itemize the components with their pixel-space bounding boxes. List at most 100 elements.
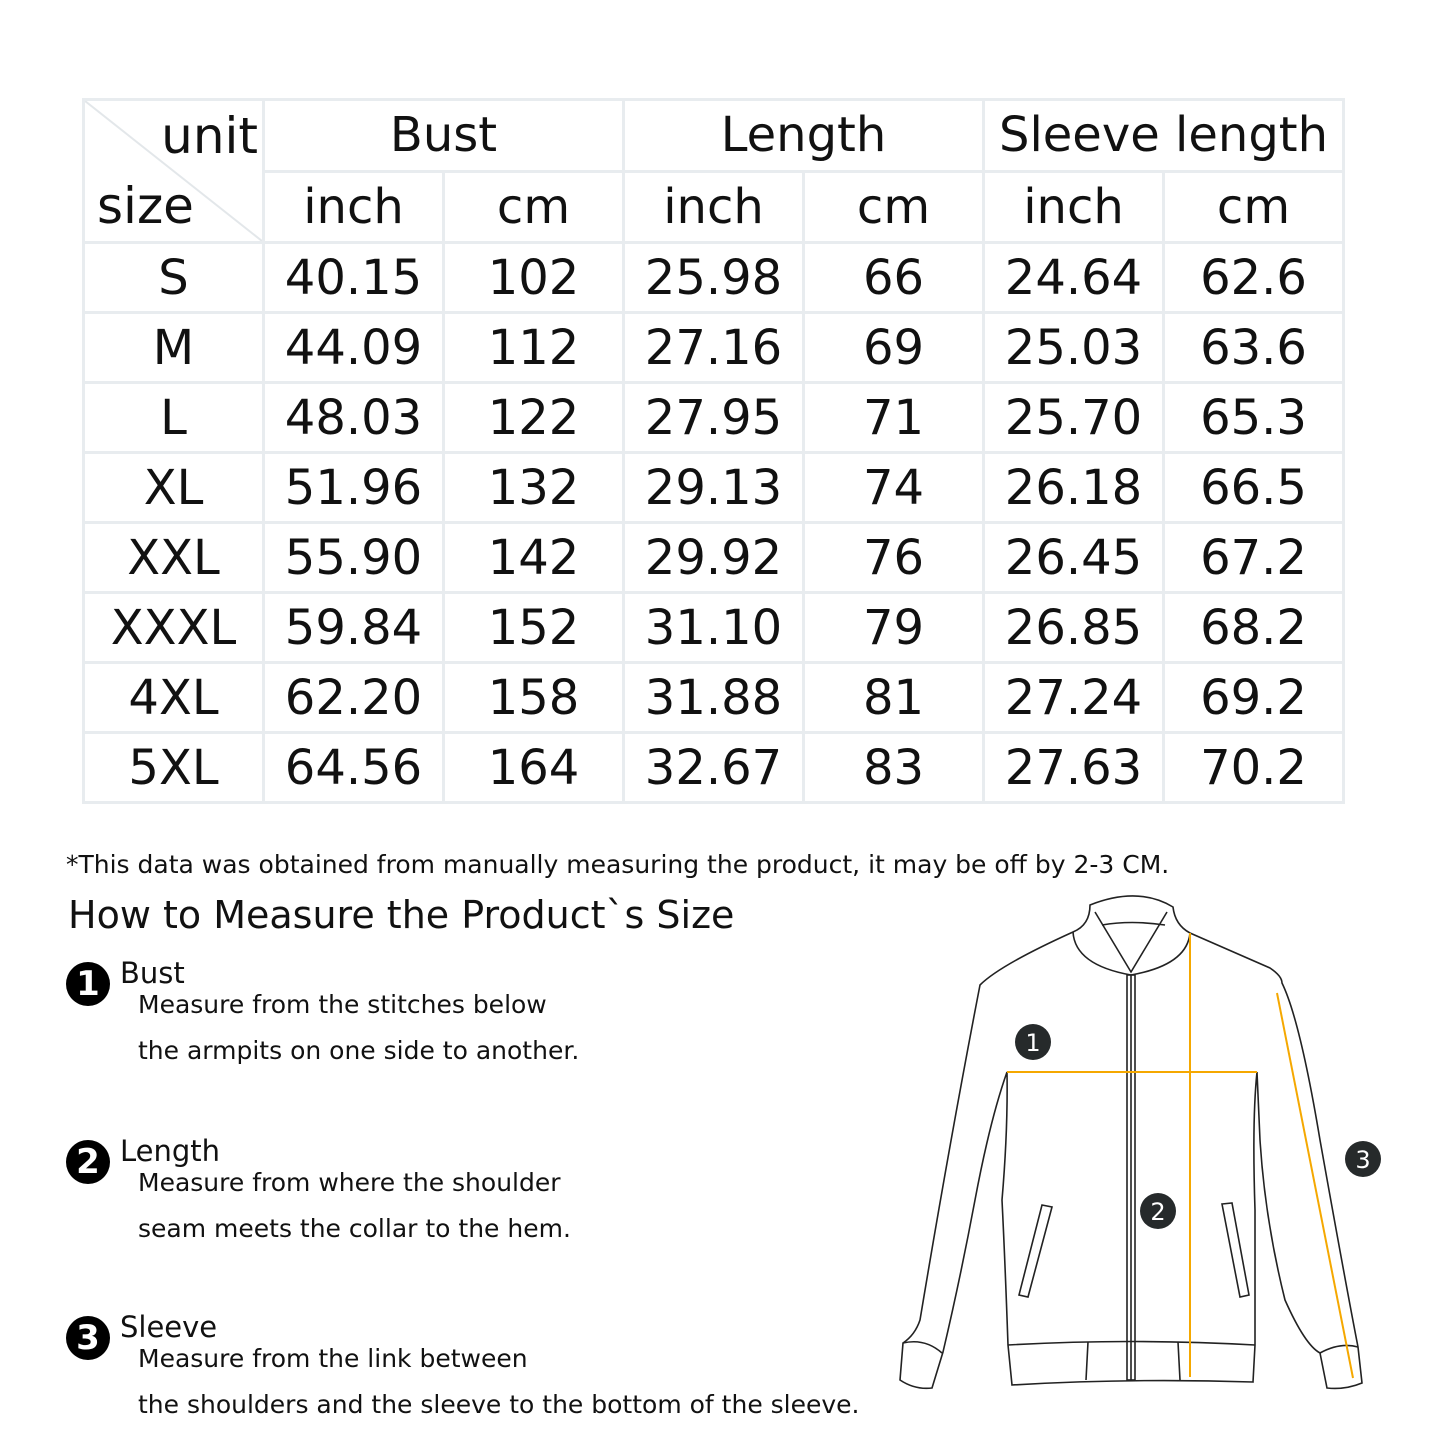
value-cell: 29.92 (622, 521, 805, 594)
value-cell: 76 (802, 521, 985, 594)
svg-text:3: 3 (1355, 1146, 1370, 1174)
size-cell: L (82, 381, 265, 454)
value-cell: 67.2 (1162, 521, 1345, 594)
step-description: Measure from where the shoulder seam meet… (138, 1160, 571, 1252)
table-row: XXXL 59.84 152 31.10 79 26.85 68.2 (82, 591, 1345, 664)
value-cell: 51.96 (262, 451, 445, 524)
value-cell: 25.03 (982, 311, 1165, 384)
value-cell: 68.2 (1162, 591, 1345, 664)
svg-text:1: 1 (1025, 1029, 1040, 1057)
value-cell: 31.88 (622, 661, 805, 734)
value-cell: 48.03 (262, 381, 445, 454)
value-cell: 62.6 (1162, 241, 1345, 314)
step-number-icon: 1 (66, 962, 110, 1006)
value-cell: 65.3 (1162, 381, 1345, 454)
size-cell: M (82, 311, 265, 384)
step-description: Measure from the stitches below the armpi… (138, 982, 579, 1074)
table-row: S 40.15 102 25.98 66 24.64 62.6 (82, 241, 1345, 314)
unit-header: inch (262, 169, 445, 244)
value-cell: 69.2 (1162, 661, 1345, 734)
step-heading: Length (120, 1134, 221, 1168)
size-cell: XXXL (82, 591, 265, 664)
description-line: Measure from where the shoulder (138, 1168, 561, 1197)
value-cell: 44.09 (262, 311, 445, 384)
value-cell: 62.20 (262, 661, 445, 734)
value-cell: 112 (442, 311, 625, 384)
value-cell: 25.70 (982, 381, 1165, 454)
table-row: XL 51.96 132 29.13 74 26.18 66.5 (82, 451, 1345, 524)
table-row: 4XL 62.20 158 31.88 81 27.24 69.2 (82, 661, 1345, 734)
value-cell: 26.18 (982, 451, 1165, 524)
value-cell: 71 (802, 381, 985, 454)
value-cell: 66 (802, 241, 985, 314)
size-label: size (97, 177, 194, 235)
badge-1: 1 (1015, 1024, 1051, 1060)
description-line: Measure from the link between (138, 1344, 528, 1373)
value-cell: 79 (802, 591, 985, 664)
measure-lines (1007, 933, 1354, 1379)
value-cell: 55.90 (262, 521, 445, 594)
value-cell: 27.95 (622, 381, 805, 454)
value-cell: 27.63 (982, 731, 1165, 804)
table-row: L 48.03 122 27.95 71 25.70 65.3 (82, 381, 1345, 454)
group-header: Bust (262, 98, 625, 173)
value-cell: 63.6 (1162, 311, 1345, 384)
value-cell: 40.15 (262, 241, 445, 314)
group-header: Length (622, 98, 985, 173)
value-cell: 164 (442, 731, 625, 804)
unit-header: cm (1162, 169, 1345, 244)
value-cell: 29.13 (622, 451, 805, 524)
size-cell: S (82, 241, 265, 314)
value-cell: 132 (442, 451, 625, 524)
svg-text:2: 2 (1150, 1198, 1165, 1226)
unit-header: inch (982, 169, 1165, 244)
step-heading: Sleeve (120, 1310, 218, 1344)
step-number-icon: 2 (66, 1140, 110, 1184)
size-cell: 5XL (82, 731, 265, 804)
unit-header: cm (802, 169, 985, 244)
table-row: M 44.09 112 27.16 69 25.03 63.6 (82, 311, 1345, 384)
step-description: Measure from the link between the shoulde… (138, 1336, 860, 1428)
badge-3: 3 (1345, 1141, 1381, 1177)
step-number-icon: 3 (66, 1316, 110, 1360)
value-cell: 59.84 (262, 591, 445, 664)
measurement-note: *This data was obtained from manually me… (66, 850, 1170, 879)
value-cell: 26.85 (982, 591, 1165, 664)
size-table: unit size Bust Length Sleeve length inch… (82, 98, 1345, 804)
description-line: Measure from the stitches below (138, 990, 547, 1019)
value-cell: 122 (442, 381, 625, 454)
group-header: Sleeve length (982, 98, 1345, 173)
description-line: seam meets the collar to the hem. (138, 1214, 571, 1243)
value-cell: 27.24 (982, 661, 1165, 734)
table-row: XXL 55.90 142 29.92 76 26.45 67.2 (82, 521, 1345, 594)
value-cell: 26.45 (982, 521, 1165, 594)
value-cell: 32.67 (622, 731, 805, 804)
value-cell: 158 (442, 661, 625, 734)
value-cell: 69 (802, 311, 985, 384)
unit-header: cm (442, 169, 625, 244)
unit-label: unit (161, 107, 258, 165)
size-cell: XXL (82, 521, 265, 594)
value-cell: 102 (442, 241, 625, 314)
value-cell: 152 (442, 591, 625, 664)
value-cell: 31.10 (622, 591, 805, 664)
badge-2: 2 (1140, 1193, 1176, 1229)
size-cell: 4XL (82, 661, 265, 734)
unit-header: inch (622, 169, 805, 244)
corner-header: unit size (82, 98, 265, 244)
value-cell: 27.16 (622, 311, 805, 384)
jacket-diagram: 1 2 3 (899, 895, 1381, 1390)
value-cell: 24.64 (982, 241, 1165, 314)
description-line: the shoulders and the sleeve to the bott… (138, 1390, 860, 1419)
jacket-outline (899, 895, 1363, 1390)
sleeve-line (1276, 992, 1354, 1379)
value-cell: 83 (802, 731, 985, 804)
value-cell: 64.56 (262, 731, 445, 804)
table-row: 5XL 64.56 164 32.67 83 27.63 70.2 (82, 731, 1345, 804)
step-heading: Bust (120, 956, 185, 990)
description-line: the armpits on one side to another. (138, 1036, 580, 1065)
value-cell: 74 (802, 451, 985, 524)
value-cell: 142 (442, 521, 625, 594)
value-cell: 66.5 (1162, 451, 1345, 524)
